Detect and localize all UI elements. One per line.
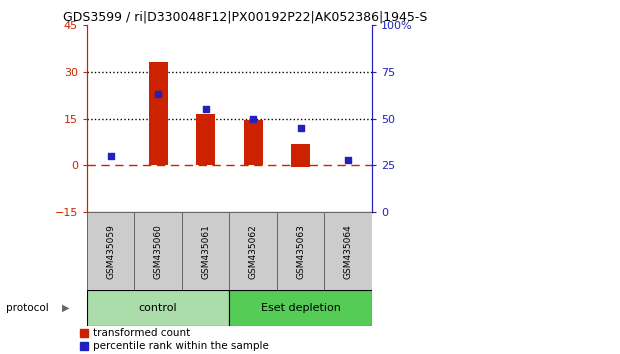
Text: GSM435064: GSM435064 [343,224,353,279]
Point [343,157,353,163]
Point [105,153,115,159]
Bar [229,290,372,326]
Bar [291,144,310,165]
Text: GDS3599 / ri|D330048F12|PX00192P22|AK052386|1945-S: GDS3599 / ri|D330048F12|PX00192P22|AK052… [63,11,427,24]
Bar [182,212,229,290]
Text: control: control [139,303,177,313]
Point [153,91,163,97]
Text: GSM435060: GSM435060 [154,224,162,279]
Text: GSM435061: GSM435061 [201,224,210,279]
Text: GSM435059: GSM435059 [106,224,115,279]
Point [248,116,258,121]
Bar [324,212,372,290]
Bar [87,212,135,290]
Text: ▶: ▶ [62,303,69,313]
Text: protocol: protocol [6,303,49,313]
Bar [244,120,263,165]
Text: Eset depletion: Eset depletion [261,303,340,313]
Bar [196,114,215,165]
Bar [291,165,310,167]
Text: GSM435063: GSM435063 [296,224,305,279]
Bar [277,212,324,290]
Legend: transformed count, percentile rank within the sample: transformed count, percentile rank withi… [79,328,269,352]
Bar [87,290,229,326]
Text: GSM435062: GSM435062 [249,224,258,279]
Bar [149,62,167,165]
Bar [135,212,182,290]
Bar [229,212,277,290]
Point [296,125,306,131]
Point [201,106,211,112]
